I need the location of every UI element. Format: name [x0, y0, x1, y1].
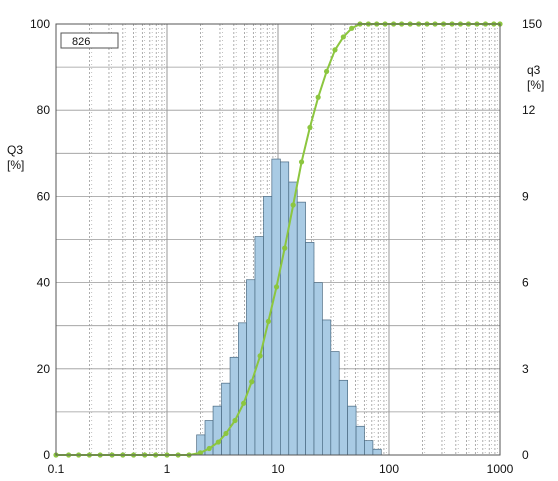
x-axis-tick-label: 100 — [379, 462, 399, 476]
x-axis-tick-label: 0.1 — [48, 462, 65, 476]
histogram-bar — [364, 440, 374, 456]
cumulative-point — [340, 34, 346, 40]
cumulative-point — [315, 94, 321, 100]
x-axis-tick-label: 1 — [164, 462, 171, 476]
left-axis-tick-label: 40 — [37, 276, 51, 290]
histogram-bar — [238, 322, 247, 456]
right-axis-ticks: 0 3 6 9 12 150 — [522, 17, 542, 462]
left-axis-tick-label: 20 — [37, 362, 51, 376]
left-axis-tick-label: 60 — [37, 189, 51, 203]
cumulative-point — [206, 445, 212, 452]
cumulative-point — [265, 318, 272, 324]
histogram-bar — [313, 282, 323, 456]
cumulative-point — [257, 353, 263, 359]
cumulative-point — [223, 430, 229, 437]
histogram-bar — [271, 158, 281, 456]
sample-label-frame — [60, 32, 119, 49]
histogram-bar — [305, 242, 315, 456]
cumulative-point — [307, 124, 313, 131]
x-axis-ticks: 0.1 1 10 100 1000 — [48, 462, 514, 476]
histogram-bar — [355, 425, 365, 456]
cumulative-point — [290, 202, 296, 208]
histogram-bar — [347, 405, 357, 456]
cumulative-point — [273, 284, 280, 290]
left-axis-ticks: 0 20 40 60 80 100 — [30, 17, 50, 462]
histogram-bar — [338, 379, 348, 456]
sample-label: 826 — [72, 36, 90, 48]
left-axis-tick-label: 100 — [30, 17, 50, 31]
cumulative-point — [282, 245, 288, 251]
sample-label-box: 826 — [60, 32, 119, 49]
histogram-bar — [280, 161, 290, 456]
histogram-bar — [229, 356, 239, 456]
right-axis-tick-label: 3 — [522, 362, 529, 376]
cumulative-point — [241, 400, 247, 406]
histogram-bar — [322, 319, 332, 456]
cumulative-point — [232, 417, 238, 424]
histogram-bar — [296, 201, 306, 456]
right-axis-tick-label: 12 — [522, 103, 536, 117]
left-axis-label: Q3 — [7, 143, 23, 157]
histogram-bar — [330, 351, 340, 456]
right-axis-tick-label: 150 — [522, 17, 542, 31]
right-axis-label: q3 — [527, 63, 541, 77]
histogram-bar — [372, 448, 382, 456]
cumulative-point — [298, 159, 305, 165]
right-axis-unit: [%] — [527, 78, 544, 92]
histogram-bar — [212, 405, 222, 456]
left-axis-tick-label: 80 — [37, 103, 51, 117]
cumulative-point — [323, 68, 330, 75]
histogram-bars — [196, 158, 382, 456]
cumulative-point — [349, 25, 355, 31]
cumulative-point — [197, 450, 204, 456]
right-axis-tick-label: 6 — [522, 276, 529, 290]
plot-frame — [55, 23, 501, 456]
x-axis-tick-label: 1000 — [487, 462, 514, 476]
histogram-bar — [221, 382, 231, 456]
right-axis-tick-label: 9 — [522, 189, 529, 203]
left-axis-unit: [%] — [7, 158, 24, 172]
cumulative-point — [249, 379, 255, 385]
left-axis-tick-label: 0 — [43, 448, 50, 462]
cumulative-point — [332, 47, 338, 53]
histogram-bar — [246, 279, 256, 456]
cumulative-point — [215, 439, 221, 445]
x-axis-tick-label: 10 — [271, 462, 285, 476]
right-axis-tick-label: 0 — [522, 448, 529, 462]
